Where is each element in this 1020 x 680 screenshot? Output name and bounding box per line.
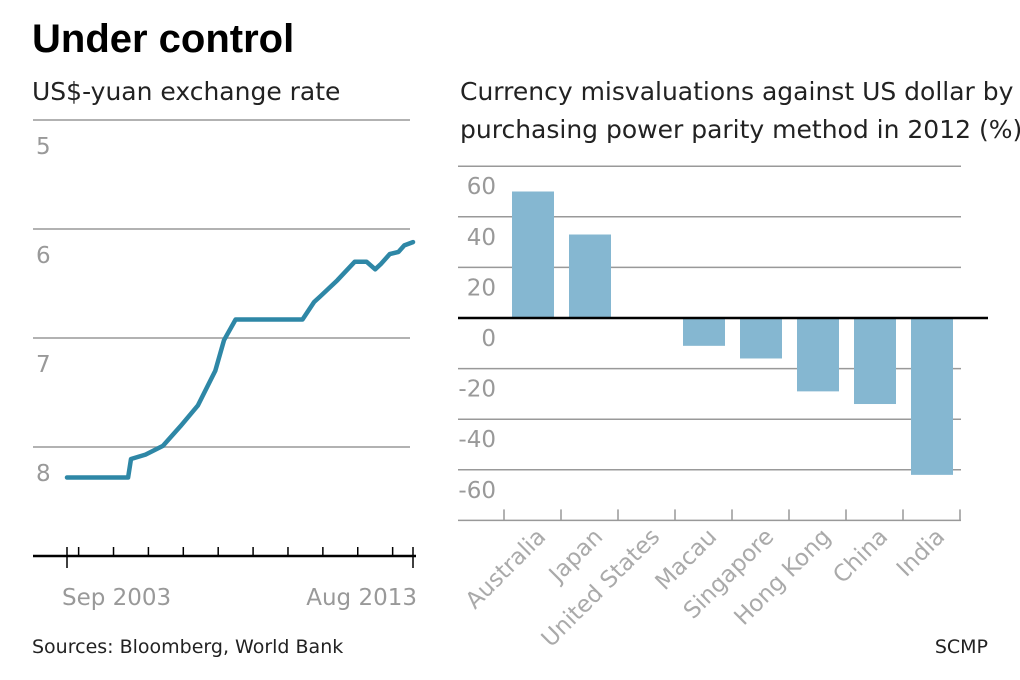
bar-chart-title-line-2: purchasing power parity method in 2012 (…	[460, 115, 1020, 144]
category-label: Australia	[461, 524, 551, 614]
bar-chart-title-line-1: Currency misvaluations against US dollar…	[460, 77, 1014, 106]
x-tick-label: Aug 2013	[306, 585, 417, 611]
y-tick-label: 7	[36, 352, 51, 378]
y-tick-label: 20	[467, 275, 496, 301]
source-note: Sources: Bloomberg, World Bank	[32, 636, 343, 658]
y-tick-label: 60	[467, 174, 496, 200]
exchange-rate-line-chart: 5 6 7 8 Sep 2003 Aug 2013	[33, 119, 417, 611]
y-tick-label: -40	[458, 427, 496, 453]
category-label: China	[828, 524, 893, 589]
line-chart-title: US$-yuan exchange rate	[32, 77, 340, 106]
bar-china	[854, 318, 896, 405]
y-tick-label: -20	[458, 377, 496, 403]
y-tick-label: 40	[467, 225, 496, 251]
x-tick-label: Sep 2003	[62, 585, 171, 611]
bar-hong-kong	[797, 318, 839, 392]
y-tick-label: 5	[36, 134, 51, 160]
bar-macau	[683, 318, 725, 346]
bar-india	[911, 318, 953, 475]
credit: SCMP	[935, 636, 988, 658]
exchange-rate-line	[64, 239, 416, 480]
bar-singapore	[740, 318, 782, 359]
bar-japan	[569, 234, 611, 318]
y-tick-label: 6	[36, 243, 51, 269]
figure-title: Under control	[32, 17, 294, 61]
y-tick-label: 8	[36, 461, 51, 487]
category-label: India	[892, 524, 950, 582]
y-tick-label: -60	[458, 478, 496, 504]
bar-australia	[512, 191, 554, 318]
y-tick-label: 0	[481, 326, 496, 352]
